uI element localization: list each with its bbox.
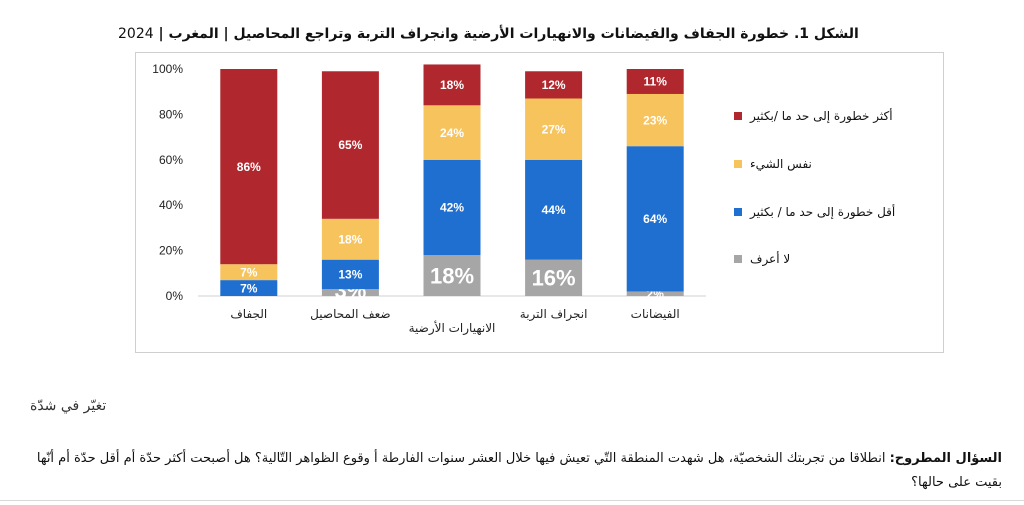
legend-swatch-dont-know [734, 255, 742, 263]
data-label: 13% [338, 268, 362, 282]
bar-segment [626, 291, 684, 296]
data-label: 16% [532, 266, 576, 291]
bar-segment [423, 105, 481, 160]
data-label: 44% [542, 203, 566, 217]
data-label: 27% [542, 122, 566, 136]
legend-label-much-more: أكثر خطورة إلى حد ما /بكثير [750, 109, 893, 123]
y-tick-label: 100% [152, 62, 183, 76]
bar-segment [525, 159, 583, 260]
data-label: 86% [237, 160, 261, 174]
chart-area: 0% 20% 40% 60% 80% 100% 7% 7% 86% الجفاف 3% 13% 18% 6… [135, 52, 944, 353]
legend-item-less: أقل خطورة إلى حد ما / بكثير [734, 204, 895, 220]
stacked-bar-chart: 0%20%40%60%80%100%7%7%86%الجفاف3%13%18%6… [152, 62, 706, 336]
bar-segment [626, 69, 684, 94]
x-tick-label: انجراف التربة [520, 307, 588, 322]
data-label: 7% [240, 265, 258, 279]
x-tick-label: ضعف المحاصيل [310, 307, 390, 321]
bottom-divider [0, 500, 1024, 501]
bar-segment [626, 146, 684, 292]
legend-swatch-less [734, 208, 742, 216]
data-label: 11% [644, 75, 668, 89]
legend-swatch-same [734, 160, 742, 168]
bar-segment [525, 259, 583, 296]
bar-segment [321, 71, 379, 219]
y-tick-label: 60% [159, 153, 183, 167]
legend-label-less: أقل خطورة إلى حد ما / بكثير [750, 205, 896, 219]
bar-segment [321, 218, 379, 260]
x-tick-label: الانهيارات الأرضية [409, 320, 496, 336]
chart-title-text: الشكل 1. خطورة الجفاف والفيضانات والانهي… [233, 26, 859, 42]
legend-label-dont-know: لا أعرف [750, 252, 791, 266]
legend-swatch-much-more [734, 112, 742, 120]
x-tick-label: الجفاف [230, 307, 267, 321]
bar-segment [220, 69, 278, 265]
bar-segment [423, 159, 481, 256]
data-label: 42% [440, 201, 464, 215]
question-text: انطلاقا من تجربتك الشخصيّة، هل شهدت المن… [36, 451, 1002, 490]
data-label: 18% [440, 78, 464, 92]
data-label: 12% [542, 78, 566, 92]
y-tick-label: 20% [159, 244, 183, 258]
legend-item-dont-know: لا أعرف [734, 251, 790, 267]
bar-segment [626, 93, 684, 147]
bar-segment [321, 259, 379, 290]
bar-segment [220, 280, 278, 296]
data-label: 65% [338, 138, 362, 152]
bar-segment [525, 98, 583, 160]
y-tick-label: 0% [166, 289, 184, 303]
data-label: 7% [240, 281, 258, 295]
legend-item-same: نفس الشيء [734, 156, 812, 172]
survey-question: السؤال المطروح: انطلاقا من تجربتك الشخصي… [32, 447, 1002, 495]
bar-segment [525, 71, 583, 99]
legend-item-much-more: أكثر خطورة إلى حد ما /بكثير [734, 108, 893, 124]
bar-segment [321, 289, 379, 296]
question-label: السؤال المطروح: [889, 451, 1002, 466]
data-label: 18% [338, 232, 362, 246]
data-label: 18% [430, 263, 474, 288]
chart-title-year: 2024 [118, 26, 154, 42]
chart-title: 2024 | المغرب | الشكل 1. خطورة الجفاف وا… [118, 26, 859, 42]
bar-segment [423, 255, 481, 296]
x-tick-label: الفيضانات [631, 307, 680, 321]
y-tick-label: 40% [159, 198, 183, 212]
data-label: 24% [440, 126, 464, 140]
data-label: 23% [643, 113, 667, 127]
severity-note: تغيّر في شدّة [30, 398, 107, 414]
y-tick-label: 80% [159, 107, 183, 121]
data-label: 64% [643, 212, 667, 226]
bar-segment [423, 64, 481, 106]
legend-label-same: نفس الشيء [750, 157, 812, 171]
chart-title-country: | المغرب | [158, 26, 229, 42]
bar-segment [220, 264, 278, 281]
